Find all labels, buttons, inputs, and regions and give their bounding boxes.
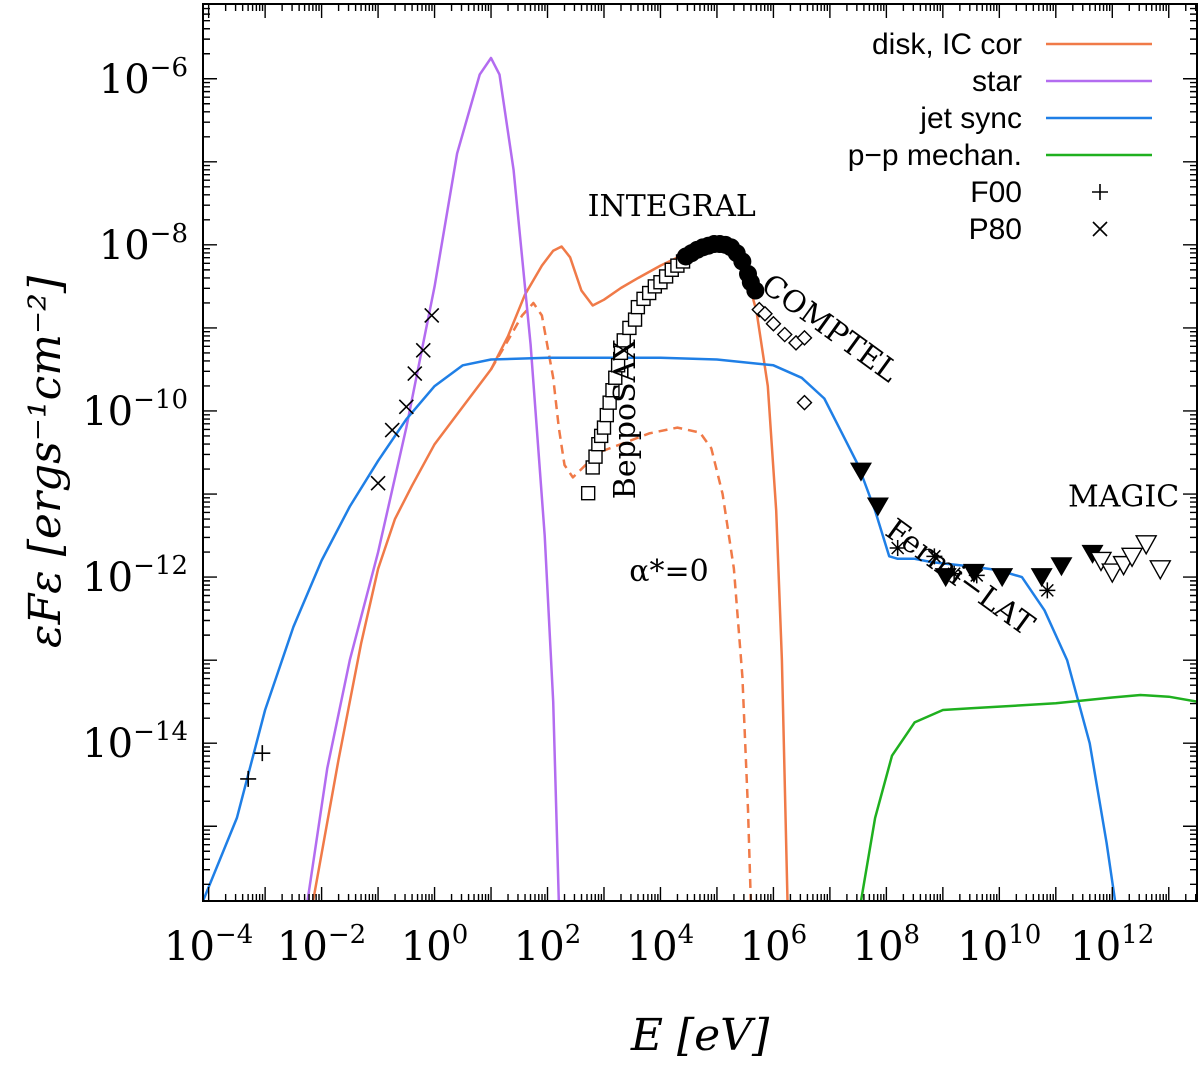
annotation-label: COMPTEL <box>755 267 905 390</box>
data-point <box>1134 535 1158 556</box>
data-set-2 <box>580 254 691 501</box>
data-point <box>1089 551 1113 572</box>
tick-labels: 10−4 10−2 100 102 104 106 108 1010 1012 10−6 10−8 1… <box>82 53 1154 970</box>
data-point <box>796 394 813 411</box>
series-line-0 <box>311 245 789 901</box>
data-point <box>756 305 773 322</box>
legend-marker <box>1092 221 1108 237</box>
x-tick-label: 106 <box>740 920 807 970</box>
data-point <box>1101 563 1124 584</box>
data-point <box>946 565 963 582</box>
x-axis-title: E [eV] <box>630 1010 770 1061</box>
data-point <box>991 568 1014 588</box>
tick-marks <box>203 4 1197 901</box>
legend-label: disk, IC cor <box>872 28 1022 61</box>
annotation-label: Fermi−LAT <box>879 512 1041 643</box>
x-tick-label: 108 <box>853 920 920 970</box>
data-point <box>580 485 596 501</box>
data-point <box>968 567 985 584</box>
data-set-0 <box>240 745 271 787</box>
y-tick-label: 10−14 <box>82 717 188 767</box>
data-point <box>370 475 386 491</box>
annotation-label: α*=0 <box>629 554 708 589</box>
observed-data-points <box>240 235 1172 787</box>
data-point <box>384 422 400 438</box>
y-tick-label: 10−8 <box>99 219 188 269</box>
legend-label: p−p mechan. <box>848 139 1022 172</box>
data-point <box>866 497 889 517</box>
data-point <box>398 399 414 415</box>
legend-marker <box>1092 184 1108 200</box>
legend-label: jet sync <box>919 102 1022 135</box>
data-point <box>240 770 257 787</box>
data-set-1 <box>370 307 440 491</box>
data-point <box>796 329 813 346</box>
data-point <box>627 312 643 327</box>
model-curves <box>203 56 1197 901</box>
data-point <box>415 342 431 358</box>
data-point <box>926 548 943 565</box>
data-point <box>934 568 957 588</box>
legend-label: P80 <box>969 213 1022 246</box>
data-point <box>1149 560 1172 581</box>
data-set-6 <box>889 540 1056 599</box>
x-tick-label: 1012 <box>1070 920 1154 970</box>
y-tick-label: 10−6 <box>99 53 188 103</box>
y-axis-title: εFε [ergs⁻¹cm⁻²] <box>20 275 71 648</box>
data-point <box>765 315 782 332</box>
data-set-4 <box>751 301 813 411</box>
plot-frame <box>202 3 1198 902</box>
data-point <box>1050 557 1073 577</box>
legend-label: star <box>972 65 1022 98</box>
data-point <box>889 540 906 557</box>
data-point <box>746 281 765 300</box>
data-point <box>1030 568 1053 588</box>
legend: disk, IC cor star jet sync p−p mechan. F00 P8… <box>848 28 1152 246</box>
data-point <box>1039 582 1056 599</box>
legend-label: F00 <box>970 176 1022 209</box>
data-set-7 <box>1089 535 1172 584</box>
data-point <box>254 745 271 762</box>
x-tick-label: 104 <box>627 920 694 970</box>
series-line-4 <box>859 693 1197 901</box>
y-tick-label: 10−10 <box>82 385 188 435</box>
series-line-3 <box>203 356 1117 901</box>
data-point <box>1120 547 1144 568</box>
data-set-3 <box>676 235 765 300</box>
annotation-label: BeppoSAX <box>608 339 643 499</box>
x-tick-label: 10−4 <box>164 920 253 970</box>
data-point <box>588 449 603 464</box>
x-tick-label: 1010 <box>957 920 1041 970</box>
data-point <box>407 366 423 382</box>
series-line-2 <box>306 56 561 901</box>
y-tick-label: 10−12 <box>82 551 188 601</box>
data-point <box>776 326 793 343</box>
annotation-label: MAGIC <box>1068 479 1179 514</box>
annotation-label: INTEGRAL <box>588 189 756 224</box>
axis-ticks <box>203 4 1197 901</box>
data-point <box>849 462 872 482</box>
x-tick-label: 102 <box>514 920 581 970</box>
data-point <box>424 307 440 324</box>
x-tick-label: 10−2 <box>277 920 366 970</box>
x-tick-label: 100 <box>401 920 468 970</box>
